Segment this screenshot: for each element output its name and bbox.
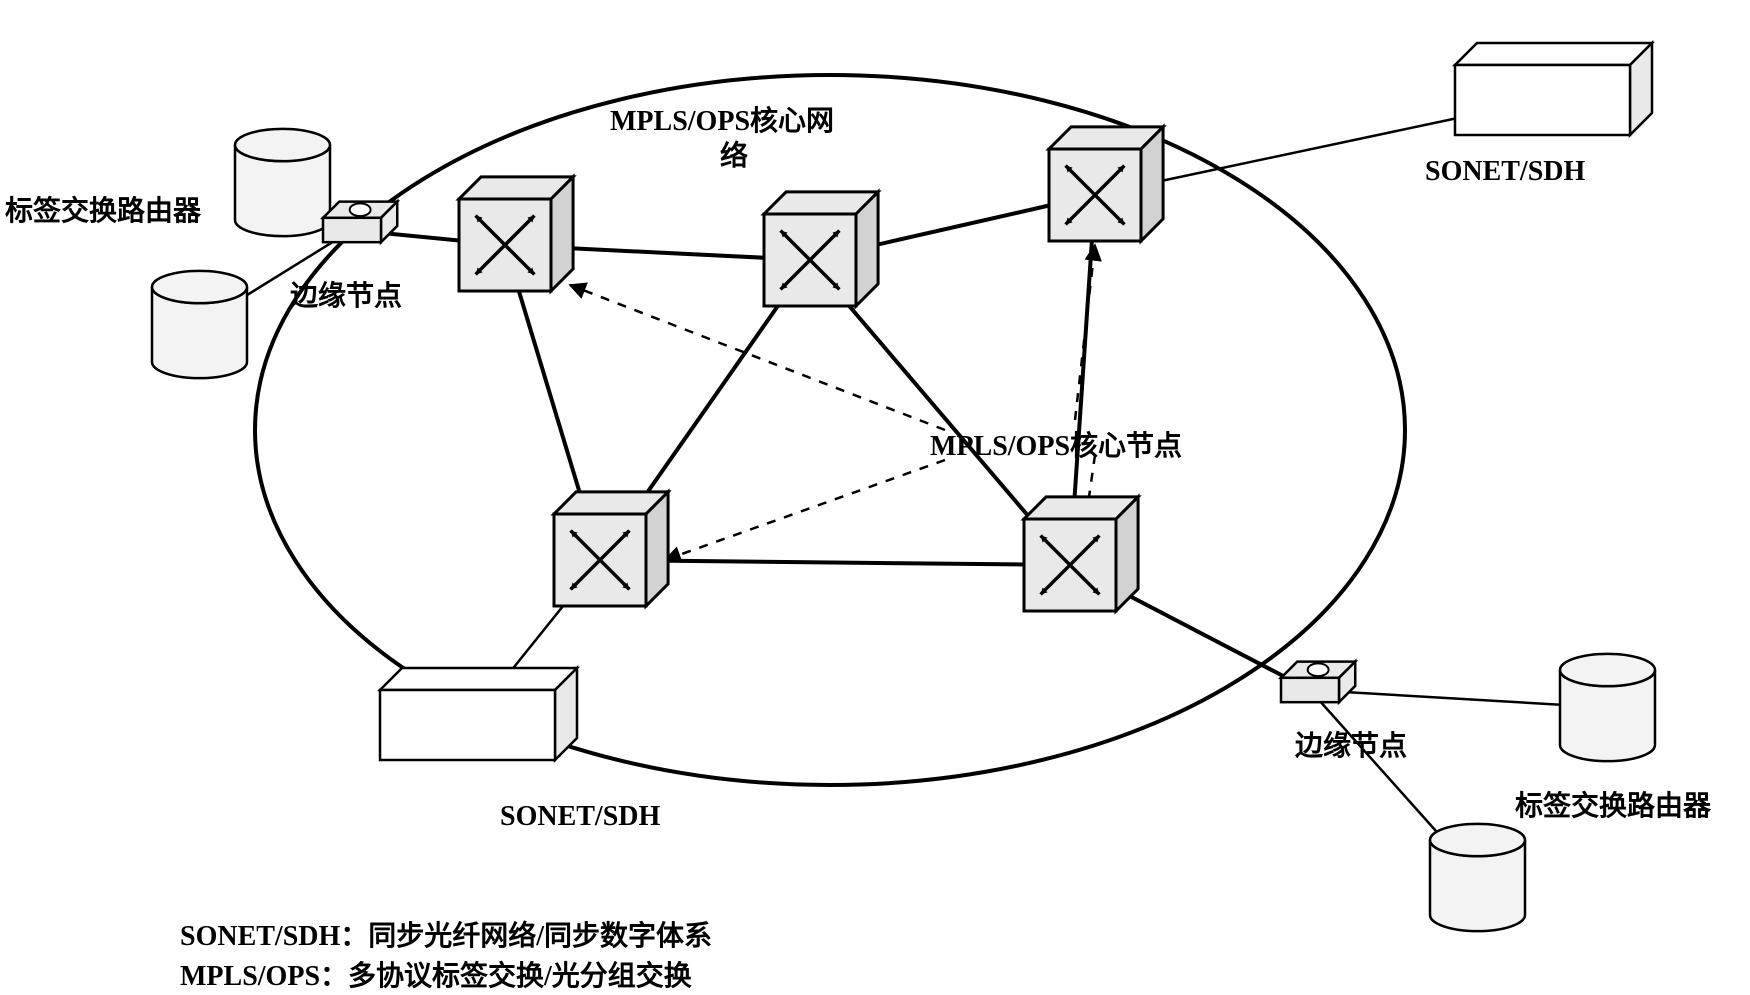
glossary-line2: MPLS/OPS：多协议标签交换/光分组交换	[180, 960, 692, 994]
core-switch-node-icon	[764, 192, 878, 306]
label-switch-router-icon	[1560, 654, 1655, 761]
edge-node-label-right: 边缘节点	[1295, 730, 1407, 764]
edge-node-icon	[1281, 662, 1355, 703]
core-network-title-line1: MPLS/OPS核心网	[610, 105, 834, 139]
glossary-line1: SONET/SDH：同步光纤网络/同步数字体系	[180, 920, 712, 954]
sonet-sdh-box-icon	[380, 668, 577, 760]
edge-node-label-left: 边缘节点	[290, 280, 402, 314]
link	[600, 560, 1070, 565]
sonet-sdh-box-icon	[1455, 43, 1652, 135]
sonet-label-bottom: SONET/SDH	[500, 800, 660, 834]
sonet-label-top: SONET/SDH	[1425, 155, 1585, 189]
label-switch-router-icon	[152, 271, 247, 378]
pointer-line	[665, 460, 945, 560]
core-nodes-label: MPLS/OPS核心节点	[930, 430, 1182, 464]
core-switch-node-icon	[1049, 127, 1163, 241]
label-switch-router-icon	[1430, 824, 1525, 931]
lsr-label-left: 标签交换路由器	[5, 195, 201, 229]
diagram-svg	[0, 0, 1750, 995]
lsr-label-right: 标签交换路由器	[1515, 790, 1711, 824]
core-network-title-line2: 络	[720, 140, 748, 174]
edge-node-icon	[323, 202, 397, 243]
core-switch-node-icon	[459, 177, 573, 291]
diagram-stage: MPLS/OPS核心网 络 SONET/SDH SONET/SDH 标签交换路由…	[0, 0, 1750, 995]
label-switch-router-icon	[235, 129, 330, 236]
pointer-line	[570, 285, 945, 430]
core-switch-node-icon	[554, 492, 668, 606]
core-switch-node-icon	[1024, 497, 1138, 611]
